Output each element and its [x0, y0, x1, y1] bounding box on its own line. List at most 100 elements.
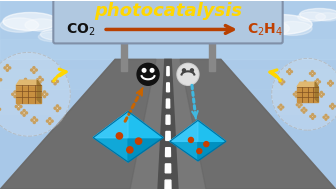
Ellipse shape — [273, 22, 312, 35]
Circle shape — [23, 110, 25, 112]
Polygon shape — [166, 148, 170, 157]
Circle shape — [281, 79, 283, 81]
Circle shape — [43, 92, 46, 96]
Circle shape — [127, 147, 133, 153]
Circle shape — [35, 69, 37, 71]
Circle shape — [49, 122, 51, 124]
Ellipse shape — [0, 18, 39, 32]
Circle shape — [49, 118, 51, 120]
Circle shape — [291, 71, 292, 73]
Circle shape — [22, 81, 24, 83]
Circle shape — [0, 79, 2, 81]
Bar — [0, 1, 336, 59]
Circle shape — [332, 82, 333, 84]
Circle shape — [279, 81, 281, 83]
Circle shape — [313, 73, 315, 74]
Polygon shape — [93, 112, 128, 162]
Circle shape — [197, 149, 202, 154]
Circle shape — [137, 63, 159, 85]
Text: photocatalysis: photocatalysis — [94, 2, 242, 20]
Ellipse shape — [38, 32, 66, 42]
Ellipse shape — [95, 12, 125, 22]
Ellipse shape — [75, 8, 125, 22]
Circle shape — [135, 138, 142, 144]
Circle shape — [280, 108, 282, 110]
Circle shape — [278, 106, 280, 108]
Polygon shape — [128, 112, 163, 162]
Circle shape — [116, 133, 123, 139]
Circle shape — [311, 72, 314, 75]
Ellipse shape — [316, 13, 336, 21]
Circle shape — [53, 80, 57, 83]
Circle shape — [20, 105, 22, 108]
Polygon shape — [166, 99, 170, 108]
Circle shape — [177, 63, 199, 85]
Circle shape — [48, 119, 52, 123]
Circle shape — [306, 83, 308, 84]
Circle shape — [9, 67, 11, 69]
Circle shape — [281, 83, 283, 85]
Circle shape — [314, 115, 316, 117]
Circle shape — [0, 52, 70, 136]
Circle shape — [303, 82, 307, 85]
Circle shape — [316, 80, 319, 83]
Circle shape — [272, 58, 336, 130]
Circle shape — [289, 69, 291, 70]
Circle shape — [317, 83, 319, 85]
Circle shape — [31, 69, 33, 71]
Polygon shape — [180, 59, 336, 189]
Circle shape — [12, 93, 14, 95]
FancyBboxPatch shape — [53, 0, 283, 43]
Polygon shape — [167, 67, 169, 76]
Circle shape — [332, 107, 333, 109]
Circle shape — [280, 80, 284, 84]
Circle shape — [305, 109, 307, 111]
Polygon shape — [165, 164, 171, 173]
Circle shape — [6, 65, 8, 67]
Circle shape — [33, 117, 35, 119]
Ellipse shape — [170, 4, 230, 19]
Circle shape — [304, 84, 306, 86]
Circle shape — [312, 118, 313, 119]
Circle shape — [298, 102, 300, 104]
Polygon shape — [297, 87, 318, 102]
Circle shape — [295, 95, 297, 97]
Circle shape — [317, 79, 319, 81]
Circle shape — [0, 108, 1, 110]
Circle shape — [321, 91, 322, 93]
Circle shape — [188, 137, 194, 143]
Circle shape — [27, 81, 29, 83]
Circle shape — [52, 80, 54, 82]
Ellipse shape — [137, 2, 182, 13]
Circle shape — [321, 95, 322, 97]
Circle shape — [17, 103, 19, 105]
Circle shape — [13, 92, 17, 96]
Circle shape — [283, 81, 285, 83]
Circle shape — [182, 69, 185, 72]
Polygon shape — [170, 120, 198, 161]
Polygon shape — [0, 59, 156, 189]
Circle shape — [324, 116, 328, 119]
Circle shape — [332, 103, 333, 105]
Polygon shape — [93, 112, 128, 138]
Circle shape — [309, 73, 311, 74]
Circle shape — [33, 121, 35, 123]
Circle shape — [54, 107, 56, 109]
Bar — [0, 40, 336, 89]
Bar — [209, 41, 215, 71]
Circle shape — [295, 93, 298, 96]
Circle shape — [56, 80, 58, 82]
Text: C$_2$H$_4$: C$_2$H$_4$ — [247, 21, 283, 38]
Polygon shape — [166, 132, 170, 140]
Bar — [121, 41, 127, 71]
Circle shape — [296, 104, 298, 106]
Polygon shape — [198, 120, 226, 161]
Polygon shape — [0, 59, 336, 189]
Circle shape — [33, 67, 35, 69]
Circle shape — [282, 106, 284, 108]
Circle shape — [334, 105, 335, 107]
Polygon shape — [170, 120, 198, 141]
Circle shape — [4, 67, 6, 69]
Polygon shape — [158, 59, 178, 189]
Ellipse shape — [245, 32, 272, 42]
